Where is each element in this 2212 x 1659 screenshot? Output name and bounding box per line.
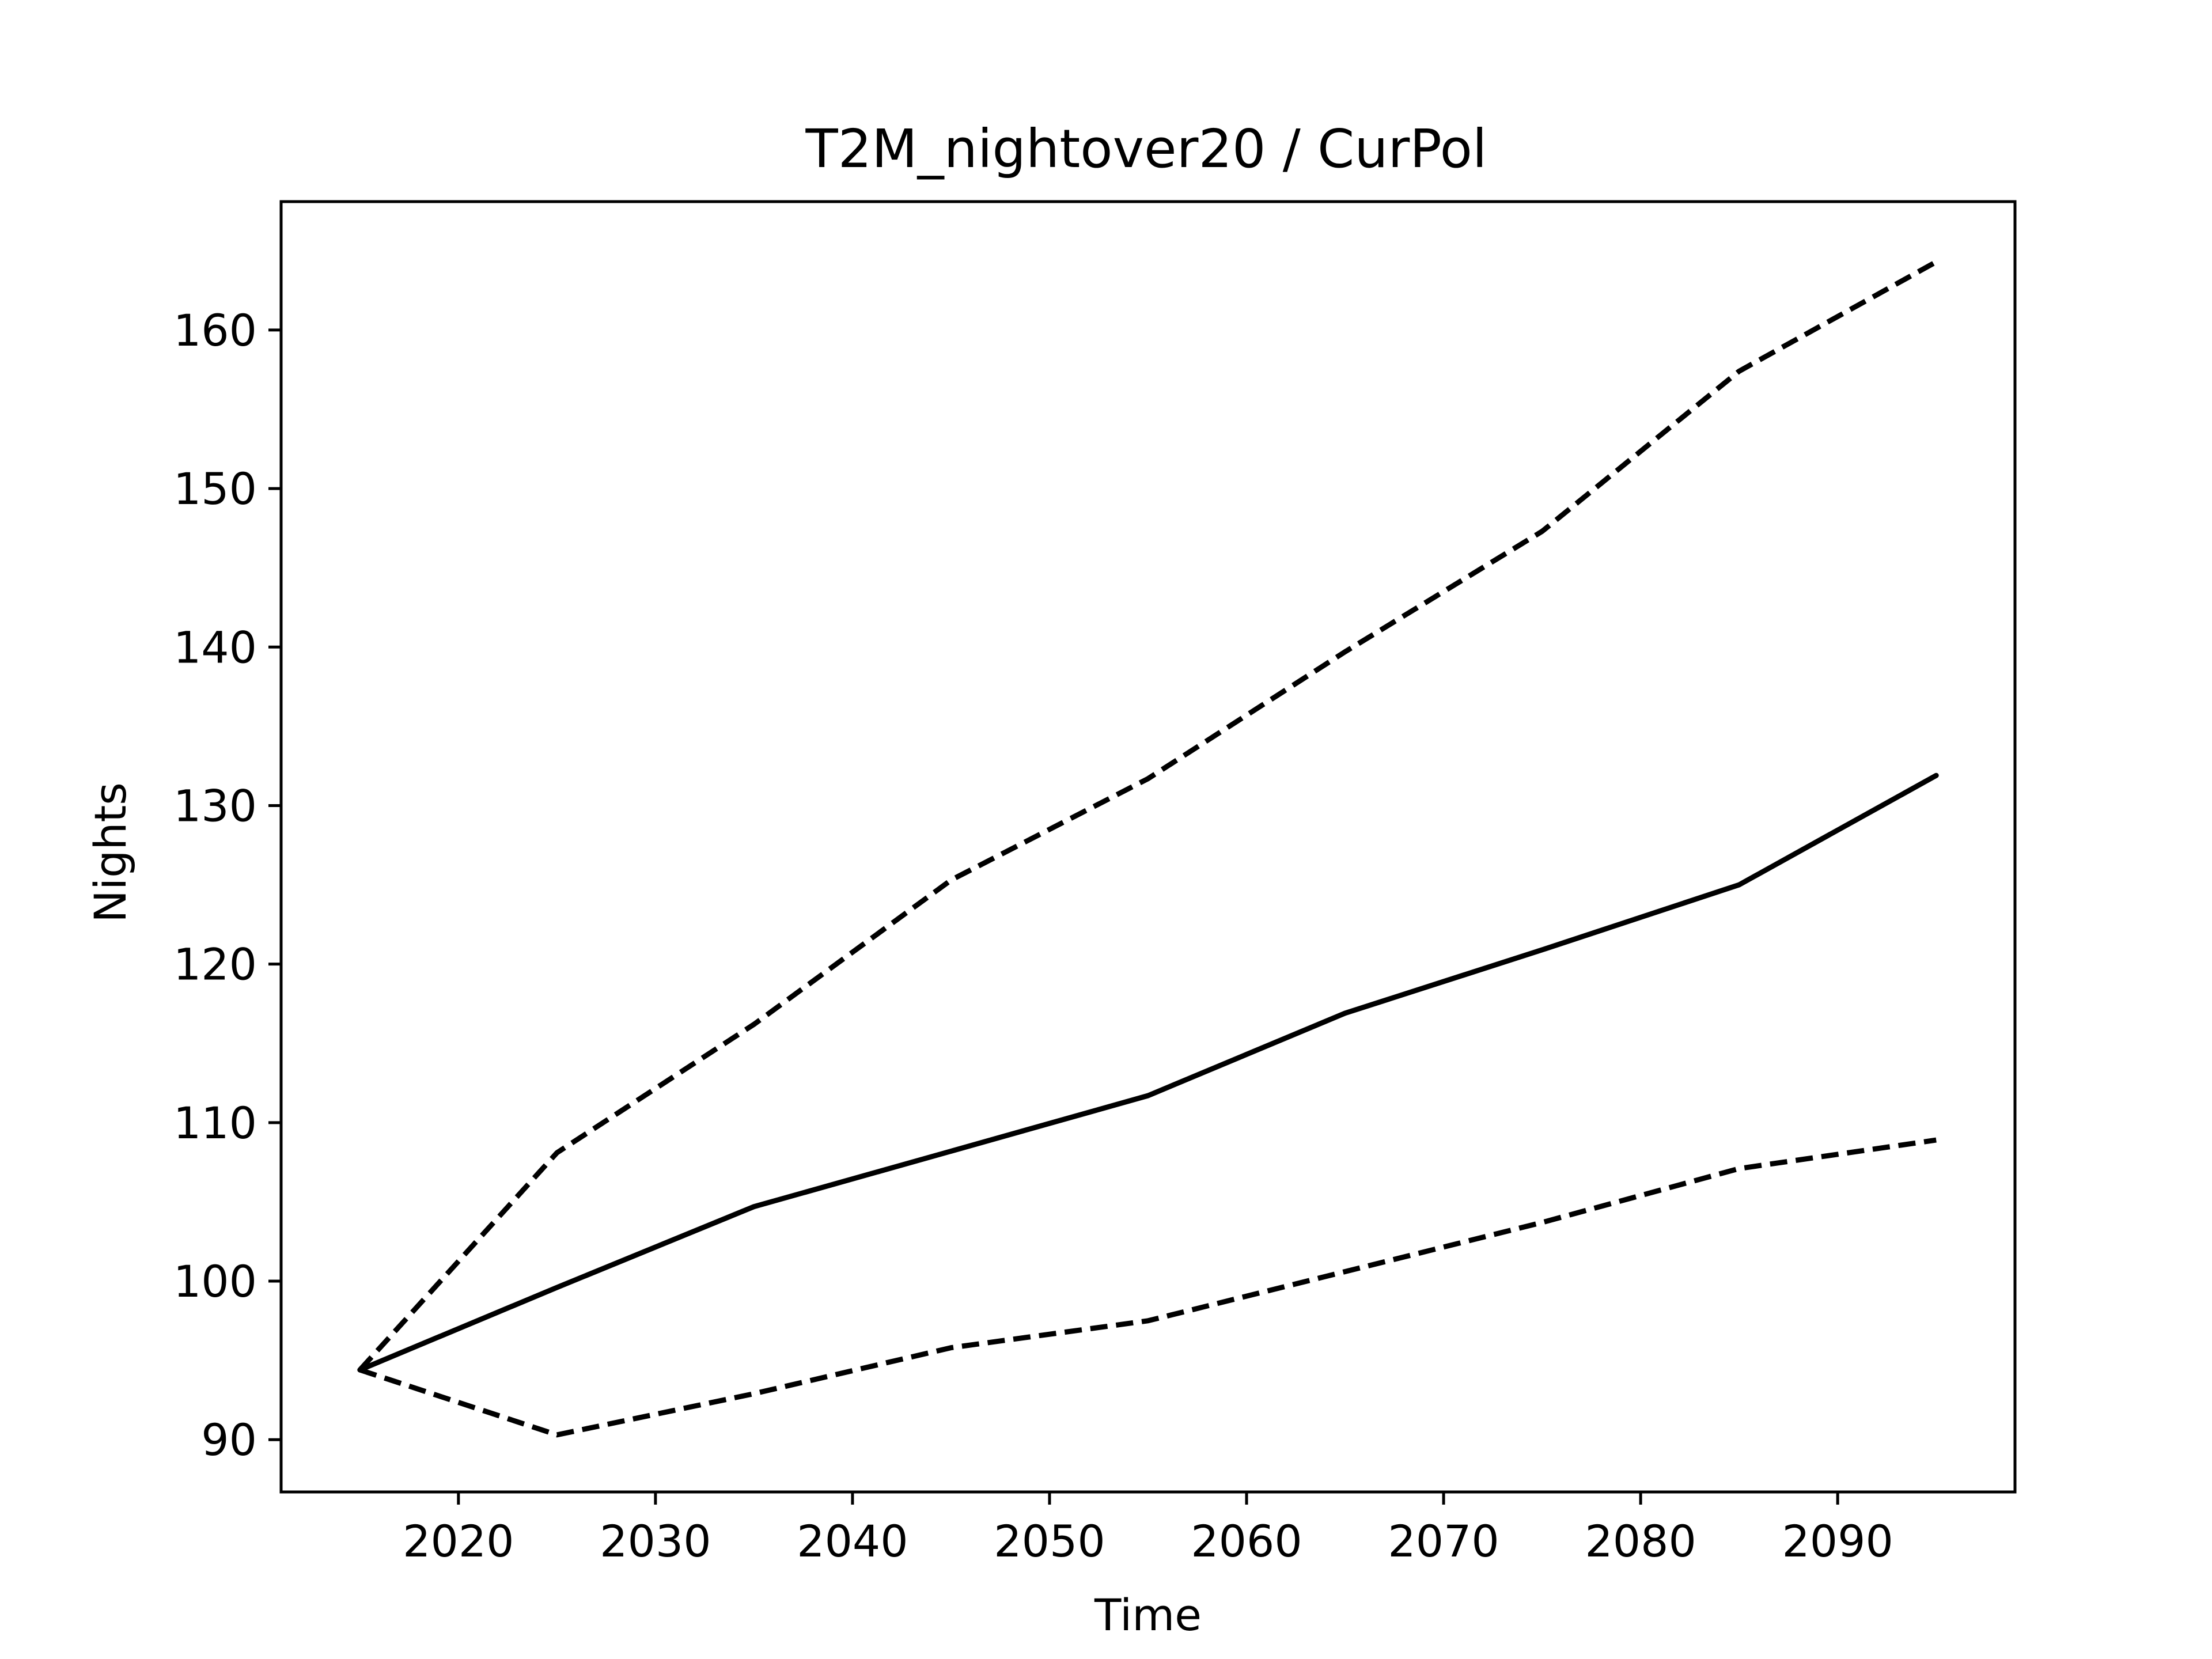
ticks-layer: 2020 2030 2040 2050 2060 2070 2080 2090 90 100 110… bbox=[173, 305, 1893, 1567]
y-tick-label: 110 bbox=[173, 1097, 257, 1149]
y-tick-label: 90 bbox=[201, 1414, 257, 1465]
x-axis-label: Time bbox=[1094, 1589, 1202, 1641]
chart-title: T2M_nightover20 / CurPol bbox=[805, 118, 1487, 180]
lower-bound-line bbox=[359, 1137, 1937, 1438]
series-layer bbox=[357, 259, 1939, 1438]
x-tick-label: 2080 bbox=[1585, 1516, 1696, 1567]
x-tick-label: 2030 bbox=[600, 1516, 711, 1567]
y-tick-label: 120 bbox=[173, 939, 257, 990]
y-tick-label: 160 bbox=[173, 305, 257, 356]
y-axis-label: Nights bbox=[85, 782, 136, 923]
x-tick-label: 2020 bbox=[403, 1516, 514, 1567]
x-tick-label: 2050 bbox=[994, 1516, 1105, 1567]
y-tick-label: 150 bbox=[173, 463, 257, 514]
x-tick-label: 2070 bbox=[1388, 1516, 1499, 1567]
y-tick-label: 100 bbox=[173, 1256, 257, 1307]
x-tick-label: 2090 bbox=[1782, 1516, 1893, 1567]
x-tick-label: 2060 bbox=[1191, 1516, 1302, 1567]
median-line bbox=[357, 772, 1939, 1373]
y-tick-label: 140 bbox=[173, 622, 257, 673]
y-tick-label: 130 bbox=[173, 780, 257, 831]
upper-bound-line bbox=[358, 259, 1938, 1372]
plot-area-frame bbox=[279, 200, 2017, 1494]
x-tick-label: 2040 bbox=[797, 1516, 908, 1567]
